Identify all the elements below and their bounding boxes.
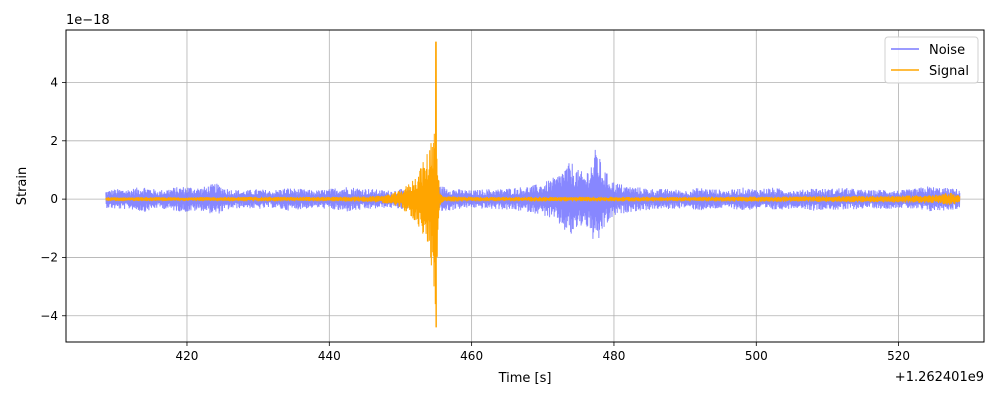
x-tick-label: 480 [603,349,626,363]
y-tick-label: 2 [50,134,58,148]
y-tick-label: −2 [40,250,58,264]
y-axis-label: Strain [15,167,30,206]
x-tick-label: 460 [460,349,483,363]
x-axis-ticks: 420 440 460 480 500 520 [176,342,910,363]
plot-area [105,41,961,328]
y-tick-label: 4 [50,75,58,89]
x-tick-label: 420 [176,349,199,363]
legend: Noise Signal [884,36,979,84]
series-line-signal [105,41,961,328]
x-axis-label: Time [s] [498,371,552,386]
y-axis-ticks: −4 −2 0 2 4 [40,75,66,323]
legend-label-signal: Signal [929,64,969,79]
x-tick-label: 520 [887,349,910,363]
x-offset-label: +1.262401e9 [895,370,984,385]
x-tick-label: 500 [745,349,768,363]
y-tick-label: 0 [50,192,58,206]
y-tick-label: −4 [40,309,58,323]
axes-frame [65,29,985,343]
x-tick-label: 440 [318,349,341,363]
y-scale-label: 1e−18 [66,13,110,28]
legend-label-noise: Noise [929,43,965,58]
